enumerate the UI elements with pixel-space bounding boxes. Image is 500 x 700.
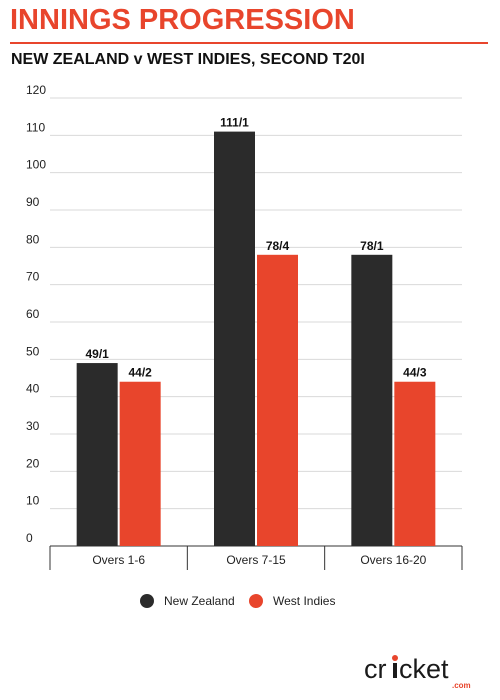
y-tick-label: 100 xyxy=(26,158,46,172)
legend-label-new-zealand: New Zealand xyxy=(164,594,235,608)
logo-text-end: cket xyxy=(399,654,449,684)
y-tick-label: 90 xyxy=(26,195,40,209)
cricket-com-logo: cr cket .com xyxy=(364,654,471,690)
legend-item-west-indies: West Indies xyxy=(249,594,335,608)
logo-text-start: cr xyxy=(364,654,387,684)
data-label: 44/2 xyxy=(128,366,152,380)
data-label: 111/1 xyxy=(220,116,249,130)
data-label: 49/1 xyxy=(85,347,109,361)
y-tick-label: 70 xyxy=(26,270,40,284)
chart-subtitle: NEW ZEALAND v WEST INDIES, SECOND T20I xyxy=(11,51,365,68)
bar xyxy=(76,363,118,546)
legend: New Zealand West Indies xyxy=(0,594,500,614)
y-tick-label: 110 xyxy=(26,120,45,134)
logo-i-dot xyxy=(392,655,398,661)
legend-label-west-indies: West Indies xyxy=(273,594,336,608)
bar xyxy=(394,381,436,546)
bar-chart: 0 10 20 30 40 50 60 70 80 90 100 110 120 Overs 1-6 49/… xyxy=(26,83,463,570)
y-tick-label: 50 xyxy=(26,344,40,358)
bar xyxy=(351,254,393,547)
y-tick-label: 20 xyxy=(26,456,40,470)
y-tick-label: 60 xyxy=(26,307,40,321)
x-tick-label: Overs 16-20 xyxy=(360,553,426,567)
y-tick-label: 120 xyxy=(26,83,46,97)
y-tick-label: 40 xyxy=(26,382,40,396)
chart-title: INNINGS PROGRESSION xyxy=(10,4,355,36)
data-label: 78/4 xyxy=(266,239,290,253)
data-label: 78/1 xyxy=(360,239,384,253)
y-tick-label: 0 xyxy=(26,531,33,545)
legend-swatch-new-zealand xyxy=(140,594,154,608)
legend-swatch-west-indies xyxy=(249,594,263,608)
bar xyxy=(214,131,255,546)
x-tick-label: Overs 1-6 xyxy=(92,553,145,567)
logo-i-stem xyxy=(393,663,397,678)
y-tick-label: 30 xyxy=(26,419,40,433)
y-tick-label: 80 xyxy=(26,232,40,246)
bar xyxy=(257,254,298,547)
logo-dot-com: .com xyxy=(452,681,471,690)
x-tick-label: Overs 7-15 xyxy=(226,553,286,567)
legend-item-new-zealand: New Zealand xyxy=(140,594,235,608)
data-label: 44/3 xyxy=(403,366,427,380)
title-underline xyxy=(10,42,488,44)
y-tick-label: 10 xyxy=(26,494,40,508)
bar xyxy=(119,381,161,546)
